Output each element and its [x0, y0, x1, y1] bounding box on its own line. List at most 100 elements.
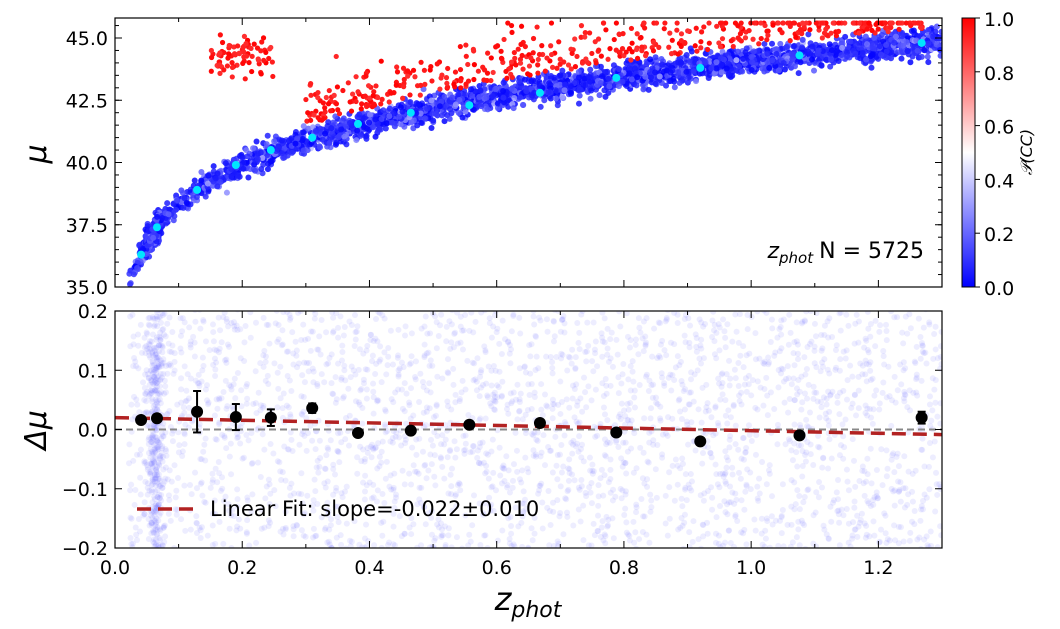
sn-point: [685, 74, 692, 81]
residual-point: [610, 535, 617, 542]
residual-point: [157, 329, 164, 336]
residual-point: [743, 352, 750, 359]
residual-point: [901, 388, 908, 395]
residual-point: [682, 486, 689, 493]
residual-point: [618, 380, 625, 387]
cc-point: [378, 101, 384, 107]
residual-point: [555, 304, 561, 310]
residual-point: [531, 389, 538, 396]
residual-point: [136, 451, 143, 458]
residual-point: [425, 510, 432, 517]
residual-point: [698, 360, 705, 367]
sn-point: [826, 41, 833, 48]
residual-point: [282, 524, 289, 531]
residual-point: [644, 476, 651, 483]
cc-point: [539, 43, 545, 49]
cc-point: [554, 65, 560, 71]
residual-point: [178, 349, 185, 356]
residual-point: [240, 454, 247, 461]
residual-point: [264, 372, 271, 379]
cc-point: [758, 35, 764, 42]
sn-point: [125, 293, 131, 299]
cc-point: [481, 67, 488, 73]
residual-point: [716, 380, 723, 387]
residual-point: [591, 423, 598, 430]
sn-point: [354, 127, 361, 134]
cc-point: [509, 74, 515, 80]
cc-point: [353, 74, 359, 80]
cc-point: [764, 28, 770, 34]
residual-point: [891, 487, 898, 494]
residual-point: [181, 431, 188, 438]
residual-point: [768, 513, 775, 520]
sn-point: [789, 56, 796, 63]
sn-point: [354, 113, 361, 120]
binned-mu-point: [612, 73, 621, 82]
residual-point: [744, 466, 751, 473]
cc-point: [365, 83, 372, 89]
cc-point: [251, 41, 257, 47]
sn-point: [671, 84, 678, 91]
residual-point: [160, 481, 167, 488]
residual-point: [373, 360, 380, 367]
residual-point: [737, 352, 744, 359]
residual-point: [745, 422, 752, 429]
residual-point: [360, 479, 367, 486]
residual-point: [674, 481, 681, 488]
residual-point: [743, 481, 750, 488]
residual-point: [210, 338, 217, 345]
cc-point: [706, 20, 712, 26]
cc-point: [674, 20, 680, 26]
residual-point: [834, 547, 836, 548]
residual-point: [201, 441, 208, 448]
residual-point: [723, 464, 730, 471]
sn-point: [857, 55, 864, 62]
residual-point: [468, 311, 475, 316]
residual-point: [150, 345, 157, 352]
residual-point: [460, 432, 467, 439]
residual-point: [544, 504, 551, 511]
residual-point: [934, 355, 941, 362]
residual-point: [756, 475, 763, 482]
residual-point: [559, 351, 566, 358]
sn-point: [944, 38, 950, 44]
residual-point: [448, 321, 455, 328]
residual-point: [725, 527, 732, 534]
residual-point: [152, 542, 159, 548]
residual-point: [176, 442, 183, 449]
residual-point: [477, 369, 484, 376]
cc-point: [569, 50, 575, 57]
residual-point: [700, 497, 707, 504]
residual-point: [263, 321, 270, 328]
residual-point: [391, 498, 398, 505]
residual-point: [840, 433, 847, 440]
residual-point: [587, 467, 594, 474]
residual-point: [153, 467, 160, 474]
cc-point: [375, 94, 381, 101]
residual-point: [890, 450, 897, 457]
residual-point: [152, 321, 159, 328]
cc-point: [629, 40, 635, 46]
residual-point: [221, 311, 228, 316]
residual-point: [159, 433, 166, 440]
sn-point: [428, 97, 435, 104]
residual-point: [312, 446, 319, 453]
residual-point: [844, 377, 851, 384]
residual-point: [152, 387, 159, 394]
residual-point: [870, 501, 877, 508]
sn-point: [126, 270, 133, 277]
colorbar-tick-label: 0.8: [984, 63, 1014, 85]
residual-point: [367, 337, 374, 344]
residual-point: [599, 518, 606, 525]
residual-point: [370, 388, 377, 395]
residual-point: [748, 437, 755, 444]
residual-point: [788, 477, 795, 484]
residual-point: [497, 472, 504, 479]
cc-point: [828, 30, 834, 36]
sn-point: [460, 104, 467, 111]
cc-point: [410, 67, 417, 73]
sn-point: [210, 163, 217, 170]
sn-point: [447, 106, 454, 113]
residual-point: [550, 542, 557, 548]
residual-point: [722, 397, 729, 404]
